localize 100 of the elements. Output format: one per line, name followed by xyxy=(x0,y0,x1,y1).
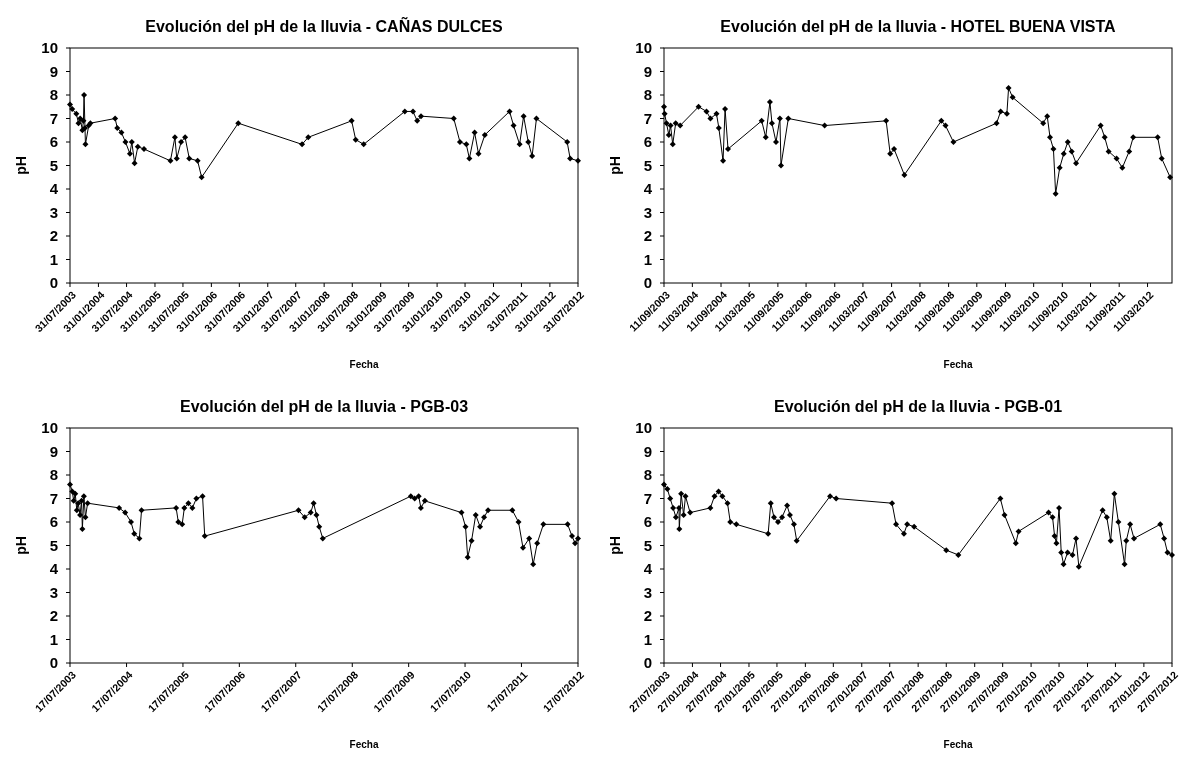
point xyxy=(75,120,82,127)
point xyxy=(477,523,484,530)
point xyxy=(713,110,720,117)
point xyxy=(568,533,575,540)
point xyxy=(661,110,668,117)
y-tick-label: 1 xyxy=(49,630,58,648)
y-axis-title: pH xyxy=(607,536,623,555)
point xyxy=(529,153,536,160)
y-tick-label: 2 xyxy=(49,607,58,625)
point xyxy=(167,157,174,164)
y-tick-label: 4 xyxy=(643,560,653,578)
point xyxy=(672,120,679,127)
point xyxy=(131,160,138,167)
point xyxy=(471,129,478,136)
point xyxy=(1005,84,1012,91)
point xyxy=(173,155,180,162)
y-tick-label: 7 xyxy=(643,489,652,507)
point xyxy=(179,521,186,528)
point xyxy=(418,113,425,120)
point xyxy=(572,540,579,547)
point xyxy=(72,490,79,497)
point xyxy=(307,509,314,516)
point xyxy=(564,139,571,145)
y-tick-label: 5 xyxy=(49,156,58,174)
y-tick-label: 8 xyxy=(49,466,58,484)
point xyxy=(67,101,73,108)
chart-title: Evolución del pH de la lluvia - HOTEL BUENA VISTA xyxy=(720,18,1117,35)
point xyxy=(84,500,91,507)
point xyxy=(1119,164,1126,171)
point xyxy=(301,514,308,521)
y-tick-label: 2 xyxy=(643,227,652,245)
y-tick-label: 3 xyxy=(49,203,58,221)
point xyxy=(762,134,769,141)
point xyxy=(901,171,908,178)
y-tick-label: 2 xyxy=(49,227,58,245)
point xyxy=(468,537,475,544)
point xyxy=(540,521,547,528)
point xyxy=(575,157,581,164)
point xyxy=(456,139,463,145)
y-tick-label: 2 xyxy=(643,607,652,625)
point xyxy=(1040,120,1047,127)
y-tick-label: 0 xyxy=(49,654,58,672)
point xyxy=(310,500,317,507)
y-tick-label: 6 xyxy=(49,133,58,151)
point xyxy=(198,174,205,181)
y-axis-title: pH xyxy=(607,156,623,175)
y-tick-label: 9 xyxy=(643,442,652,460)
point xyxy=(401,108,408,115)
y-tick-label: 3 xyxy=(643,583,652,601)
y-tick-label: 5 xyxy=(643,156,652,174)
point xyxy=(481,131,488,138)
point xyxy=(533,115,540,122)
point xyxy=(80,493,87,500)
point xyxy=(77,115,84,122)
point xyxy=(182,134,189,141)
y-tick-label: 10 xyxy=(635,419,652,437)
point xyxy=(201,533,208,540)
point xyxy=(1064,139,1071,145)
y-tick-label: 9 xyxy=(49,62,58,80)
point xyxy=(776,115,783,122)
point xyxy=(669,141,676,148)
point xyxy=(178,139,185,145)
point xyxy=(73,507,80,514)
chart-title: Evolución del pH de la lluvia - PGB-01 xyxy=(773,398,1063,415)
point xyxy=(472,511,479,518)
point xyxy=(128,519,135,525)
point xyxy=(415,493,422,500)
y-tick-label: 4 xyxy=(49,180,59,198)
y-tick-label: 0 xyxy=(643,274,652,292)
y-tick-label: 1 xyxy=(643,250,652,268)
point xyxy=(515,519,522,525)
point xyxy=(131,530,138,537)
point xyxy=(417,504,424,511)
point xyxy=(1009,94,1016,101)
point xyxy=(69,488,76,495)
point xyxy=(73,110,80,117)
y-tick-label: 7 xyxy=(643,109,652,127)
point xyxy=(1126,148,1133,155)
point xyxy=(768,120,775,127)
point xyxy=(319,535,326,542)
point xyxy=(136,535,143,542)
point xyxy=(725,146,732,153)
point xyxy=(138,507,145,514)
point xyxy=(122,139,129,145)
point xyxy=(458,509,465,516)
y-tick-label: 7 xyxy=(49,109,58,127)
point xyxy=(134,143,141,150)
point xyxy=(1097,122,1104,129)
point xyxy=(950,139,957,145)
point xyxy=(193,495,200,502)
point xyxy=(715,124,722,131)
y-tick-label: 10 xyxy=(41,39,58,57)
point xyxy=(785,115,792,122)
y-tick-label: 8 xyxy=(643,466,652,484)
point xyxy=(1050,146,1057,153)
point xyxy=(466,155,473,162)
point xyxy=(942,122,949,129)
point xyxy=(411,495,418,502)
y-tick-label: 8 xyxy=(49,86,58,104)
point xyxy=(758,117,765,124)
